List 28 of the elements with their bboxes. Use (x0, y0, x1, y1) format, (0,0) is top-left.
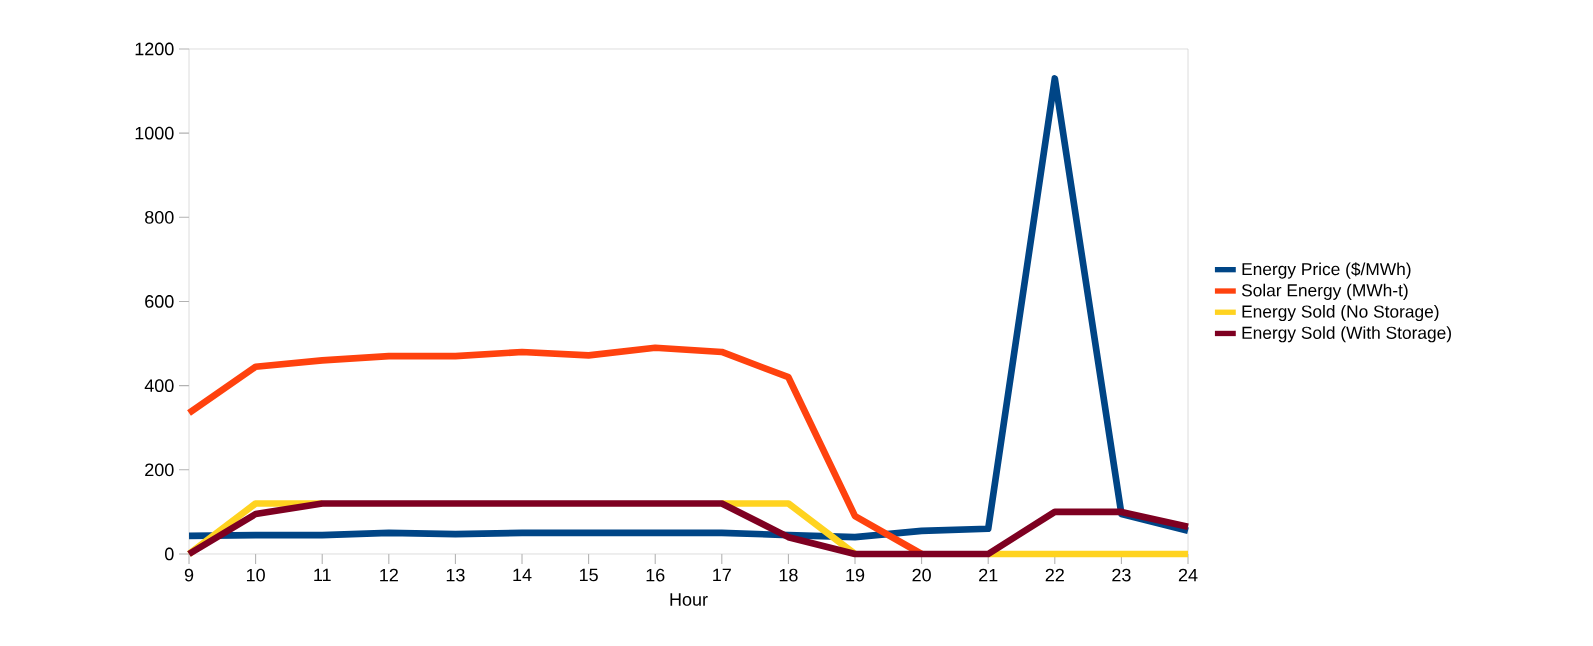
x-tick-label: 22 (1045, 568, 1064, 582)
x-tick-label: 16 (646, 568, 665, 582)
x-tick-label: 20 (912, 568, 931, 582)
y-tick-label: 600 (145, 295, 174, 308)
x-tick-label: 15 (579, 568, 598, 582)
x-tick-label: 12 (380, 568, 398, 582)
x-tick-label: 9 (184, 568, 194, 582)
x-tick-label: 18 (779, 568, 798, 582)
y-tick-label: 1000 (135, 126, 174, 140)
y-tick-label: 400 (144, 379, 174, 393)
legend-label: Solar Energy (MWh-t) (1241, 283, 1408, 300)
legend-label: Energy Sold (With Storage) (1242, 326, 1451, 343)
x-tick-label: 19 (846, 568, 865, 582)
x-tick-label: 17 (713, 568, 731, 582)
x-tick-label: 14 (513, 568, 532, 582)
y-tick-label: 200 (145, 463, 174, 477)
x-tick-label: 13 (446, 568, 465, 582)
x-tick-label: 10 (246, 568, 265, 582)
x-tick-label: 23 (1112, 568, 1131, 582)
x-tick-label: 24 (1178, 568, 1198, 582)
legend-label: Energy Sold (No Storage) (1242, 304, 1439, 322)
y-tick-label: 1200 (135, 42, 174, 56)
y-tick-label: 0 (165, 547, 174, 561)
y-tick-label: 800 (145, 210, 174, 224)
x-axis-title: Hour (670, 593, 708, 606)
x-tick-label: 21 (979, 568, 998, 582)
legend-label: Energy Price ($/MWh) (1242, 262, 1411, 279)
x-tick-label: 11 (314, 568, 331, 582)
